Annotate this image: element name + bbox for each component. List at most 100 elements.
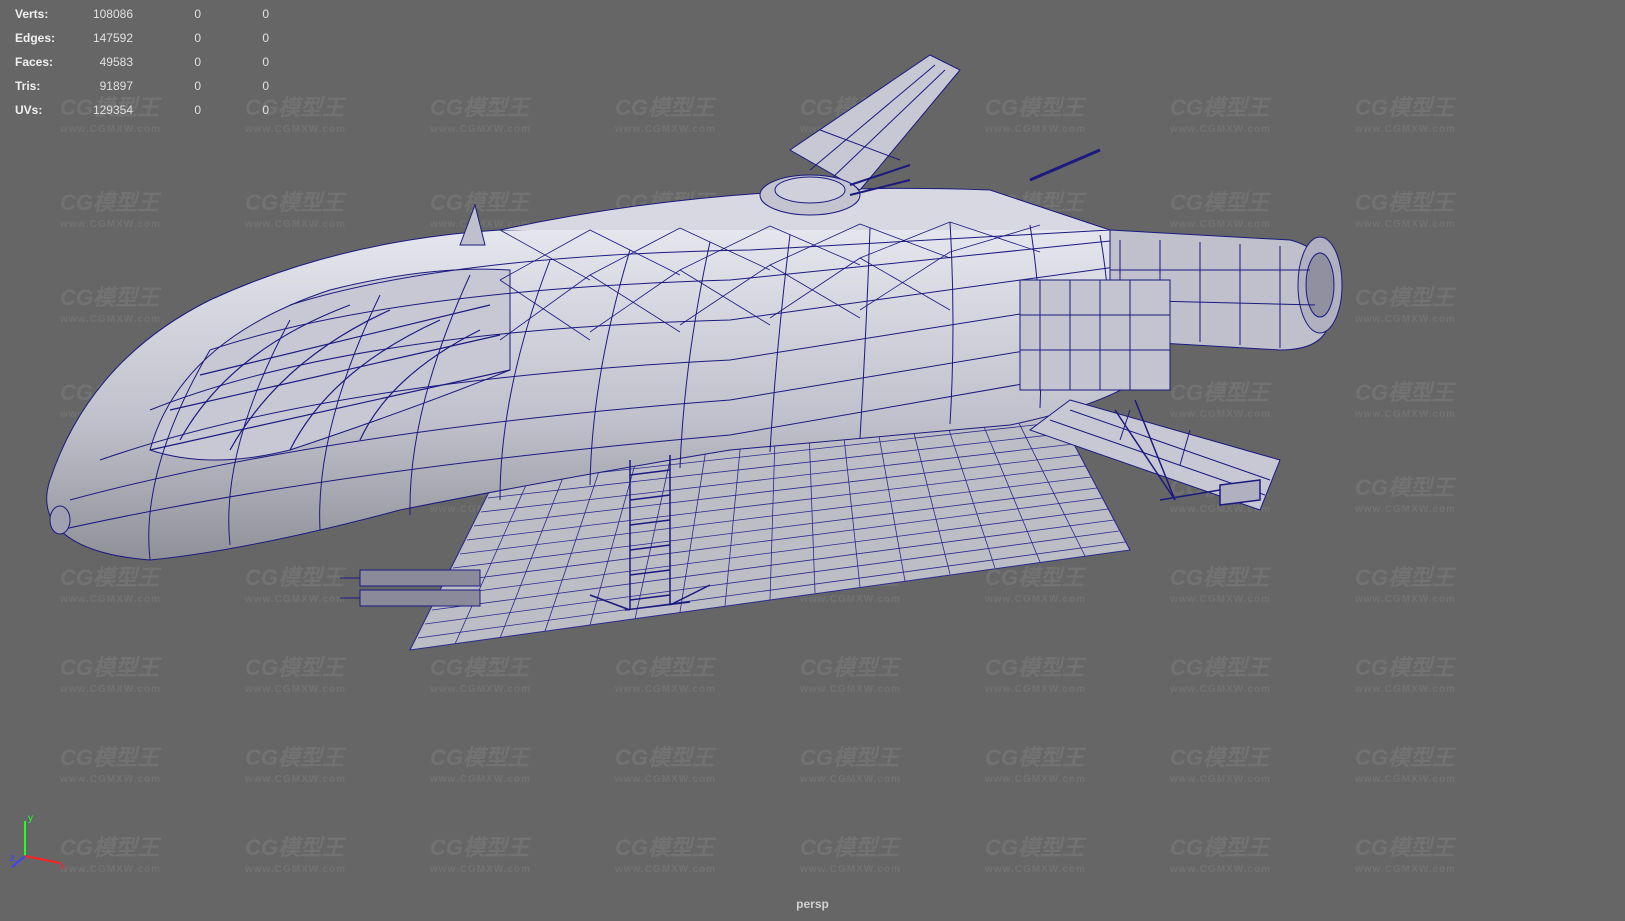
watermark: CG模型王www.CGMXW.com [615,185,716,230]
watermark: CG模型王www.CGMXW.com [1355,560,1456,605]
watermark: CG模型王www.CGMXW.com [615,90,716,135]
watermark: CG模型王www.CGMXW.com [615,560,716,605]
watermark: CG模型王www.CGMXW.com [60,280,161,325]
hud-label: Edges: [15,26,73,50]
watermark: CG模型王www.CGMXW.com [615,470,716,515]
watermark: CG模型王www.CGMXW.com [985,650,1086,695]
hud-val: 0 [141,98,209,122]
hud-row: UVs:12935400 [15,98,277,122]
watermark: CG模型王www.CGMXW.com [430,375,531,420]
watermark: CG模型王www.CGMXW.com [800,650,901,695]
watermark: CG模型王www.CGMXW.com [615,280,716,325]
hud-val: 147592 [73,26,141,50]
watermark: CG模型王www.CGMXW.com [60,650,161,695]
watermark: CG模型王www.CGMXW.com [245,740,346,785]
hud-label: Tris: [15,74,73,98]
watermark: CG模型王www.CGMXW.com [615,830,716,875]
hud-val: 0 [141,2,209,26]
watermark: CG模型王www.CGMXW.com [985,470,1086,515]
axis-gizmo: y x z [10,811,70,871]
hud-row: Faces:4958300 [15,50,277,74]
watermark: CG模型王www.CGMXW.com [60,375,161,420]
camera-name-label: persp [796,897,829,911]
watermark: CG模型王www.CGMXW.com [245,375,346,420]
watermark: CG模型王www.CGMXW.com [1170,280,1271,325]
watermark: CG模型王www.CGMXW.com [615,375,716,420]
watermark: CG模型王www.CGMXW.com [1170,90,1271,135]
watermark: CG模型王www.CGMXW.com [245,560,346,605]
svg-text:x: x [60,861,65,871]
hud-row: Edges:14759200 [15,26,277,50]
model-wireframe [30,30,1430,730]
hud-label: Faces: [15,50,73,74]
watermark: CG模型王www.CGMXW.com [800,560,901,605]
watermark: CG模型王www.CGMXW.com [800,90,901,135]
hud-val: 0 [141,50,209,74]
watermark: CG模型王www.CGMXW.com [985,830,1086,875]
hud-label: UVs: [15,98,73,122]
watermark: CG模型王www.CGMXW.com [1170,650,1271,695]
watermark: CG模型王www.CGMXW.com [615,740,716,785]
hud-label: Verts: [15,2,73,26]
watermark: CG模型王www.CGMXW.com [60,740,161,785]
watermark: CG模型王www.CGMXW.com [1355,90,1456,135]
watermark: CG模型王www.CGMXW.com [985,375,1086,420]
watermark: CG模型王www.CGMXW.com [1355,830,1456,875]
watermark: CG模型王www.CGMXW.com [1355,740,1456,785]
watermark: CG模型王www.CGMXW.com [800,470,901,515]
svg-text:z: z [10,853,15,864]
watermark: CG模型王www.CGMXW.com [245,470,346,515]
watermark: CG模型王www.CGMXW.com [615,650,716,695]
watermark: CG模型王www.CGMXW.com [985,740,1086,785]
watermark: CG模型王www.CGMXW.com [60,830,161,875]
hud-val: 0 [209,74,277,98]
hud-val: 0 [209,26,277,50]
watermark: CG模型王www.CGMXW.com [800,375,901,420]
watermark: CG模型王www.CGMXW.com [1355,470,1456,515]
hud-val: 0 [141,74,209,98]
hud-val: 49583 [73,50,141,74]
watermark: CG模型王www.CGMXW.com [430,830,531,875]
hud-row: Tris:9189700 [15,74,277,98]
watermark: CG模型王www.CGMXW.com [800,830,901,875]
watermark: CG模型王www.CGMXW.com [800,740,901,785]
hud-val: 91897 [73,74,141,98]
watermark: CG模型王www.CGMXW.com [1355,280,1456,325]
watermark: CG模型王www.CGMXW.com [60,185,161,230]
watermark: CG模型王www.CGMXW.com [1170,375,1271,420]
hud-val: 0 [141,26,209,50]
watermark: CG模型王www.CGMXW.com [1355,375,1456,420]
watermark: CG模型王www.CGMXW.com [1170,185,1271,230]
watermark: CG模型王www.CGMXW.com [985,280,1086,325]
watermark: CG模型王www.CGMXW.com [1355,650,1456,695]
watermark: CG模型王www.CGMXW.com [430,185,531,230]
watermark: CG模型王www.CGMXW.com [245,650,346,695]
watermark: CG模型王www.CGMXW.com [430,470,531,515]
svg-text:y: y [28,813,33,824]
watermark: CG模型王www.CGMXW.com [430,740,531,785]
viewport-3d[interactable]: CG模型王www.CGMXW.com CG模型王www.CGMXW.com CG模型… [0,0,1625,921]
watermark: CG模型王www.CGMXW.com [245,830,346,875]
watermark: CG模型王www.CGMXW.com [245,280,346,325]
watermark: CG模型王www.CGMXW.com [1170,560,1271,605]
watermark: CG模型王www.CGMXW.com [1170,830,1271,875]
watermark: CG模型王www.CGMXW.com [60,470,161,515]
watermark: CG模型王www.CGMXW.com [800,185,901,230]
hud-val: 0 [209,98,277,122]
hud-val: 0 [209,50,277,74]
hud-val: 0 [209,2,277,26]
watermark: CG模型王www.CGMXW.com [430,650,531,695]
watermark: CG模型王www.CGMXW.com [430,560,531,605]
watermark: CG模型王www.CGMXW.com [1355,185,1456,230]
watermark: CG模型王www.CGMXW.com [1170,740,1271,785]
hud-row: Verts:10808600 [15,2,277,26]
watermark: CG模型王www.CGMXW.com [985,90,1086,135]
watermark: CG模型王www.CGMXW.com [430,90,531,135]
watermark: CG模型王www.CGMXW.com [430,280,531,325]
hud-val: 108086 [73,2,141,26]
watermark: CG模型王www.CGMXW.com [1170,470,1271,515]
watermark: CG模型王www.CGMXW.com [800,280,901,325]
watermark: CG模型王www.CGMXW.com [985,560,1086,605]
watermark: CG模型王www.CGMXW.com [245,185,346,230]
hud-val: 129354 [73,98,141,122]
